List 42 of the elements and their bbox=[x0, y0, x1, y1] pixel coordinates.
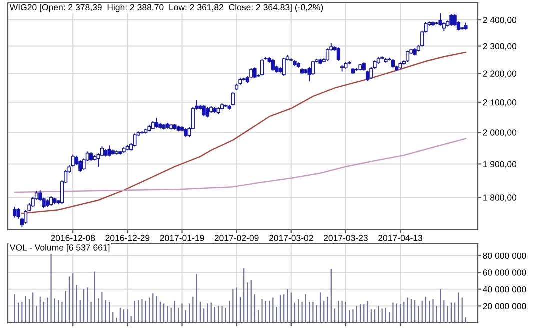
candlestick bbox=[133, 133, 137, 148]
y-tick-label: 1 900,00 bbox=[484, 161, 517, 169]
x-tick-label: 2017-03-23 bbox=[324, 235, 368, 242]
candlestick bbox=[336, 47, 340, 62]
candlestick bbox=[231, 91, 235, 106]
candlestick bbox=[108, 145, 112, 158]
candlestick bbox=[250, 68, 254, 79]
x-tick-label: 2017-01-19 bbox=[160, 235, 204, 242]
candlestick bbox=[49, 196, 54, 206]
y-tick-label: 2 200,00 bbox=[483, 70, 517, 78]
y-tick-label: 80 000 000 bbox=[483, 252, 526, 260]
y-tick-label: 40 000 000 bbox=[483, 286, 526, 293]
line-series bbox=[22, 52, 467, 214]
chart-title: WIG20 [Open: 2 378,39 High: 2 388,70 Low: 2 361,82 Close: 2 364,83] (-0,2%) bbox=[10, 4, 324, 12]
y-tick-label: 1 800,00 bbox=[484, 194, 517, 202]
candlestick bbox=[154, 118, 159, 129]
candlestick bbox=[13, 206, 17, 218]
x-tick-label: 2017-04-13 bbox=[378, 235, 423, 242]
chart-title: VOL - Volume [6 537 661] bbox=[10, 244, 110, 253]
x-tick-label: 2017-02-09 bbox=[214, 235, 259, 242]
y-tick-label: 20 000 000 bbox=[483, 303, 526, 310]
y-tick-label: 2 000,00 bbox=[483, 130, 517, 137]
candlestick bbox=[282, 57, 286, 76]
candlestick bbox=[202, 104, 206, 117]
candlestick bbox=[206, 106, 210, 118]
candlestick bbox=[78, 160, 82, 173]
y-tick-label: 2 400,00 bbox=[483, 17, 517, 24]
y-tick-label: 2 100,00 bbox=[483, 100, 517, 107]
candlestick bbox=[406, 50, 410, 63]
x-tick-label: 2016-12-08 bbox=[51, 235, 96, 242]
candlestick bbox=[253, 67, 257, 79]
y-tick-label: 60 000 000 bbox=[483, 270, 526, 276]
x-tick-label: 2017-03-02 bbox=[269, 235, 314, 242]
candlestick bbox=[450, 14, 454, 26]
candlestick bbox=[260, 58, 264, 76]
candlestick bbox=[271, 58, 275, 72]
candlestick bbox=[366, 70, 370, 82]
x-tick-label: 2016-12-29 bbox=[106, 235, 150, 242]
line-series bbox=[14, 138, 467, 194]
candlestick bbox=[453, 14, 457, 26]
candlestick bbox=[16, 208, 20, 220]
y-tick-label: 2 300,00 bbox=[483, 43, 517, 51]
